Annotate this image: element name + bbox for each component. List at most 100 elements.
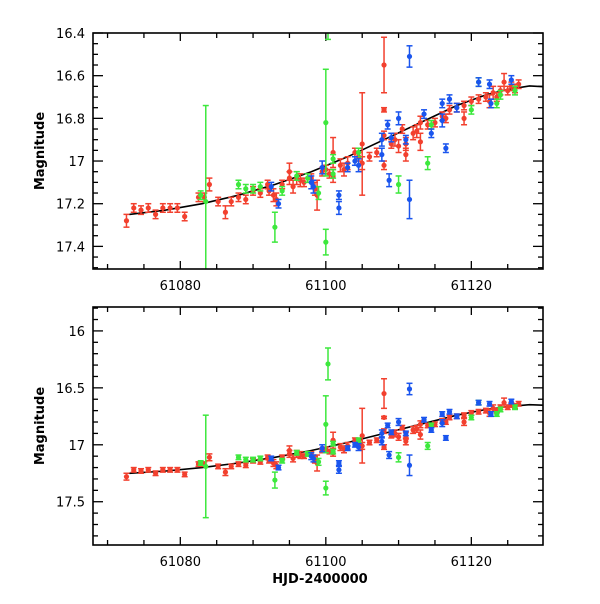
data-point-green (202, 414, 209, 519)
data-point-red (373, 437, 380, 444)
data-point-blue (486, 400, 493, 407)
marker (468, 414, 474, 421)
marker (323, 421, 329, 427)
data-point-blue (442, 434, 449, 441)
marker (379, 430, 385, 437)
x-tick-label: 61080 (160, 279, 201, 294)
marker (461, 115, 467, 121)
data-point-green (279, 457, 286, 464)
data-point-blue (406, 179, 413, 220)
marker (337, 162, 343, 168)
marker (198, 460, 204, 466)
data-point-blue (335, 190, 342, 201)
marker (279, 188, 285, 194)
plot-frame (92, 306, 544, 546)
marker (468, 98, 474, 104)
data-point-red (145, 466, 152, 473)
data-point-blue (421, 109, 428, 120)
bottom-panel: 61080 61100 61120 16 16.5 17 17.5 (56, 306, 544, 570)
data-point-green (197, 190, 204, 201)
x-tick-label: 61120 (451, 279, 492, 294)
marker (446, 414, 453, 421)
y-tick-label: 16 (68, 325, 85, 340)
data-point-red (395, 432, 402, 441)
data-point-red (515, 79, 522, 90)
marker (243, 456, 249, 463)
data-point-green (315, 185, 322, 201)
data-point-red (381, 414, 388, 421)
data-point-green (322, 68, 329, 177)
data-point-red (286, 170, 293, 186)
marker (439, 117, 445, 124)
marker (425, 122, 431, 128)
data-point-blue (439, 411, 446, 418)
marker (131, 205, 137, 211)
data-point-green (330, 153, 337, 164)
data-point-red (242, 194, 249, 205)
data-point-red (413, 124, 420, 139)
data-point-blue (439, 418, 446, 428)
marker (379, 438, 385, 444)
marker (315, 190, 322, 196)
marker (345, 164, 351, 171)
marker (488, 411, 494, 417)
marker (486, 81, 493, 87)
marker (160, 467, 166, 473)
marker (355, 437, 362, 443)
data-point-blue (395, 417, 402, 427)
marker (235, 181, 242, 188)
data-point-blue (395, 111, 402, 126)
marker (131, 467, 137, 473)
marker (235, 461, 242, 467)
data-point-red (159, 202, 166, 213)
marker (399, 425, 405, 431)
marker (516, 81, 522, 87)
marker (257, 184, 263, 190)
marker (461, 412, 467, 418)
marker (425, 422, 431, 429)
y-axis-title-top: Magnitude (33, 112, 48, 191)
marker (203, 198, 209, 205)
marker (272, 477, 278, 483)
marker (330, 449, 336, 455)
data-point-blue (442, 143, 449, 154)
marker (315, 459, 322, 465)
marker (152, 470, 159, 476)
data-point-green (322, 228, 329, 256)
marker (336, 192, 342, 198)
data-point-blue (406, 45, 413, 68)
marker (443, 435, 449, 441)
marker (395, 143, 402, 149)
marker (310, 455, 317, 462)
data-point-red (222, 205, 229, 220)
data-point-red (242, 462, 249, 469)
marker (501, 400, 507, 406)
marker (374, 149, 380, 156)
data-point-red (181, 471, 188, 478)
data-point-green (242, 456, 249, 463)
marker (198, 192, 204, 198)
marker (446, 107, 453, 113)
marker (174, 467, 180, 473)
marker (454, 105, 460, 111)
data-point-green (395, 175, 402, 194)
marker (379, 152, 385, 158)
data-point-green (424, 441, 431, 451)
data-point-blue (388, 132, 395, 143)
marker (428, 422, 434, 429)
marker (366, 154, 373, 160)
data-point-red (290, 179, 297, 194)
y-tick-label: 16.6 (56, 70, 85, 85)
marker (330, 171, 336, 177)
marker (319, 164, 325, 171)
marker (381, 414, 387, 421)
marker (483, 94, 489, 100)
data-point-green (257, 181, 264, 192)
marker (345, 445, 351, 451)
data-point-red (206, 453, 213, 462)
marker (395, 181, 402, 188)
marker (385, 122, 391, 128)
data-point-red (417, 132, 424, 152)
data-point-red (475, 94, 482, 105)
